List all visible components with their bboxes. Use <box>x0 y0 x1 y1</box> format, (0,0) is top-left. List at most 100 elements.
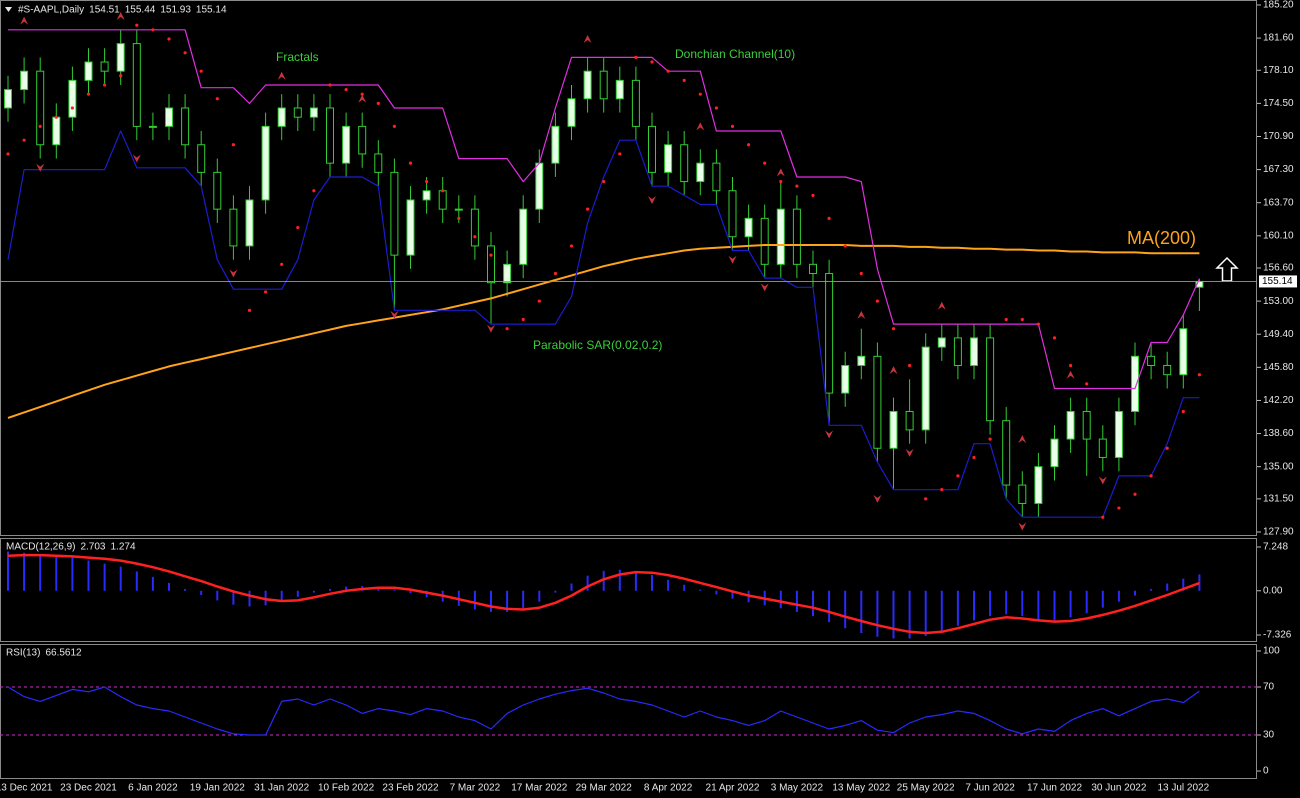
fractal-arrow <box>776 168 785 177</box>
fractal-arrow <box>1066 370 1075 379</box>
candle-body <box>857 355 866 366</box>
donchian-line <box>7 130 1200 518</box>
sar-dot <box>54 115 58 119</box>
x-tick-label: 23 Dec 2021 <box>60 783 117 794</box>
fractal-arrow <box>873 494 882 503</box>
y-tick-label: 0.00 <box>1263 585 1283 596</box>
sar-dot <box>795 184 799 188</box>
sar-dot <box>698 92 702 96</box>
signal-value: 1.274 <box>111 542 136 553</box>
macd-value: 2.703 <box>80 542 105 553</box>
y-tick-label: 163.70 <box>1263 197 1294 208</box>
y-tick-label: 145.80 <box>1263 362 1294 373</box>
y-tick-label: 156.60 <box>1263 263 1294 274</box>
candle-body <box>132 43 141 127</box>
macd-title: MACD(12,26,9) <box>6 542 75 553</box>
candle-body <box>52 116 61 146</box>
candle-body <box>1131 355 1139 412</box>
candle-body <box>583 70 592 100</box>
candle-body <box>809 263 817 275</box>
x-tick-label: 19 Jan 2022 <box>190 783 245 794</box>
sar-dot <box>1004 317 1008 322</box>
candle-body <box>261 125 270 201</box>
sar-dot <box>988 437 992 441</box>
y-tick-label: 174.50 <box>1263 98 1294 109</box>
sar-dot <box>634 55 638 59</box>
chart-symbol: #S-AAPL,Daily <box>18 5 84 16</box>
sar-dot <box>1165 446 1169 450</box>
fractal-arrow <box>487 324 495 333</box>
sar-dot <box>1052 336 1057 340</box>
fractal-arrow <box>905 448 914 457</box>
sar-dot <box>859 271 863 276</box>
y-tick-label: 181.60 <box>1263 33 1294 44</box>
candle-body <box>889 410 898 449</box>
candle-body <box>454 208 463 211</box>
candle-body <box>873 355 882 449</box>
candle-body <box>712 162 721 192</box>
y-tick-label: 100 <box>1263 646 1280 657</box>
candle-body <box>519 208 528 265</box>
rsi-title: RSI(13) <box>6 648 40 659</box>
sar-dot <box>843 244 847 248</box>
candle-body <box>664 144 673 173</box>
sar-dot <box>376 101 380 105</box>
candle-body <box>937 337 946 348</box>
candle-body <box>470 208 479 247</box>
candle-body <box>905 410 914 431</box>
sar-dot <box>6 152 10 156</box>
candle-body <box>36 70 45 146</box>
candle-body <box>776 208 785 265</box>
candle-body <box>503 263 512 284</box>
fractal-arrow <box>857 310 866 319</box>
fractal-arrow <box>36 163 45 172</box>
header-open: 154.51 <box>89 5 120 16</box>
last-price-label: 155.14 <box>1262 276 1293 287</box>
candle-body <box>277 107 286 127</box>
sar-dot <box>1085 382 1089 386</box>
sar-dot <box>1069 363 1073 368</box>
candle-body <box>390 171 399 256</box>
sar-dot <box>602 179 606 184</box>
sar-dot <box>924 497 928 501</box>
candle-body <box>213 171 222 210</box>
y-tick-label: 167.30 <box>1263 164 1294 175</box>
header-high: 155.44 <box>125 5 156 16</box>
x-tick-label: 3 May 2022 <box>771 783 824 794</box>
sar-dot <box>586 207 590 211</box>
candle-body <box>293 107 302 118</box>
y-tick-label: 138.60 <box>1263 428 1294 439</box>
sar-dot <box>763 161 767 165</box>
sar-dot <box>473 235 477 239</box>
y-tick-label: 127.90 <box>1263 527 1294 538</box>
fractal-arrow <box>358 94 367 103</box>
candle-body <box>422 190 431 201</box>
candle-body <box>1018 484 1027 504</box>
x-tick-label: 31 Jan 2022 <box>254 783 309 794</box>
candle-body <box>342 125 351 164</box>
rsi-panel-frame <box>0 644 1257 779</box>
sar-dot <box>714 106 719 110</box>
x-tick-label: 10 Feb 2022 <box>318 783 375 794</box>
sar-dot <box>553 271 558 276</box>
sar-dot <box>875 299 880 303</box>
x-tick-label: 17 Mar 2022 <box>511 783 568 794</box>
candle-body <box>1002 420 1011 486</box>
sar-dot <box>682 78 686 82</box>
sar-dot <box>135 23 139 27</box>
candle-body <box>438 190 447 210</box>
candle-body <box>1163 364 1172 376</box>
sar-dot <box>940 488 944 492</box>
candle-body <box>165 107 173 127</box>
x-tick-label: 30 Jun 2022 <box>1091 783 1146 794</box>
candle-body <box>1147 355 1156 366</box>
y-tick-label: 142.20 <box>1263 395 1294 406</box>
sar-dot <box>425 179 429 184</box>
y-tick-label: 0 <box>1263 766 1269 777</box>
sar-dot <box>1020 317 1024 322</box>
candle-body <box>20 70 29 91</box>
rsi-value: 66.5612 <box>45 648 82 659</box>
candle-body <box>406 199 415 256</box>
